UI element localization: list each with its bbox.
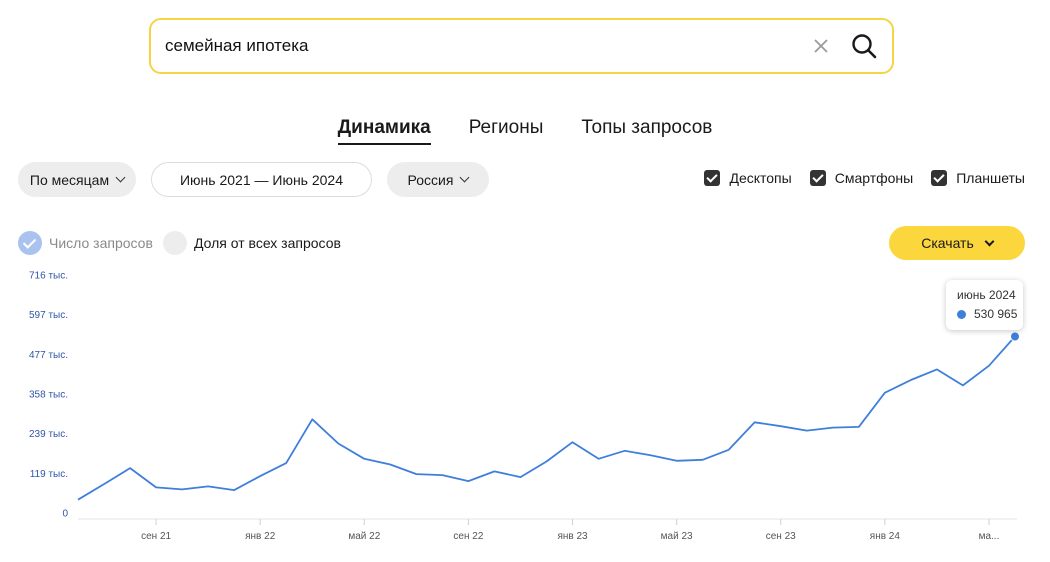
device-desktop-checkbox[interactable]: Десктопы: [704, 170, 792, 186]
y-tick-label: 0: [62, 509, 68, 520]
metric-share-label: Доля от всех запросов: [194, 235, 341, 251]
device-smartphone-label: Смартфоны: [834, 170, 914, 186]
search-input[interactable]: семейная ипотека: [165, 36, 309, 55]
metric-count-option[interactable]: Число запросов: [18, 231, 153, 255]
region-dropdown-label: Россия: [407, 171, 454, 188]
x-tick-label: сен 22: [453, 531, 483, 542]
device-desktop-label: Десктопы: [729, 170, 792, 186]
x-axis: сен 21 янв 22 май 22 сен 22 янв 23 май 23 сен …: [141, 519, 999, 542]
x-tick-label: ма...: [979, 531, 1000, 542]
series-line: [77, 335, 1016, 501]
checkbox-checked-icon[interactable]: [809, 170, 826, 186]
check-circle-icon[interactable]: [18, 231, 42, 255]
line-chart[interactable]: 0 119 тыс. 239 тыс. 358 тыс. 477 тыс. 597 тыс…: [0, 260, 1050, 555]
device-filters: Десктопы Смартфоны Планшеты: [704, 170, 1025, 186]
checkbox-checked-icon[interactable]: [931, 170, 948, 186]
y-tick-label: 597 тыс.: [29, 310, 68, 321]
y-tick-label: 239 тыс.: [29, 429, 68, 440]
x-tick-label: янв 23: [557, 531, 588, 542]
tooltip-value: 530 965: [974, 307, 1018, 321]
device-tablet-checkbox[interactable]: Планшеты: [931, 170, 1025, 186]
series-dot-icon: [957, 309, 966, 319]
y-tick-label: 358 тыс.: [29, 390, 68, 401]
period-dropdown[interactable]: По месяцам: [18, 162, 136, 197]
tooltip-row: 530 965: [957, 307, 1023, 321]
region-dropdown[interactable]: Россия: [387, 162, 489, 197]
chevron-down-icon: [460, 172, 470, 183]
device-tablet-label: Планшеты: [956, 170, 1025, 186]
x-tick-label: сен 23: [766, 531, 796, 542]
search-box[interactable]: семейная ипотека: [149, 18, 894, 74]
chart-tooltip: июнь 2024 530 965: [946, 280, 1023, 330]
device-smartphone-checkbox[interactable]: Смартфоны: [809, 170, 914, 186]
search-icon[interactable]: [850, 32, 878, 60]
download-button-label: Скачать: [921, 235, 974, 251]
close-icon[interactable]: [810, 35, 832, 57]
metric-share-option[interactable]: Доля от всех запросов: [163, 231, 341, 255]
date-range-picker[interactable]: Июнь 2021 — Июнь 2024: [151, 162, 372, 197]
y-axis: 0 119 тыс. 239 тыс. 358 тыс. 477 тыс. 597 тыс…: [29, 271, 68, 520]
metric-count-label: Число запросов: [49, 235, 153, 251]
download-button[interactable]: Скачать: [889, 226, 1025, 260]
tab-top-queries[interactable]: Топы запросов: [581, 117, 713, 138]
y-tick-label: 716 тыс.: [29, 271, 68, 282]
x-tick-label: май 23: [661, 531, 693, 542]
x-tick-label: май 22: [348, 531, 380, 542]
radio-empty-icon[interactable]: [163, 231, 187, 255]
date-range-label: Июнь 2021 — Июнь 2024: [179, 171, 344, 188]
tab-regions[interactable]: Регионы: [468, 117, 544, 138]
period-dropdown-label: По месяцам: [29, 171, 110, 188]
chevron-down-icon: [984, 236, 995, 246]
y-tick-label: 119 тыс.: [30, 469, 68, 480]
y-tick-label: 477 тыс.: [29, 350, 68, 361]
x-tick-label: сен 21: [141, 531, 171, 542]
checkbox-checked-icon[interactable]: [704, 170, 721, 186]
tabs: Динамика Регионы Топы запросов: [0, 117, 1050, 145]
data-point: [1010, 331, 1020, 342]
tab-dynamics[interactable]: Динамика: [337, 117, 431, 145]
tooltip-month: июнь 2024: [957, 288, 1016, 302]
x-tick-label: янв 22: [245, 531, 276, 542]
x-tick-label: янв 24: [870, 531, 901, 542]
chevron-down-icon: [115, 172, 126, 183]
series-points: [1010, 331, 1020, 342]
